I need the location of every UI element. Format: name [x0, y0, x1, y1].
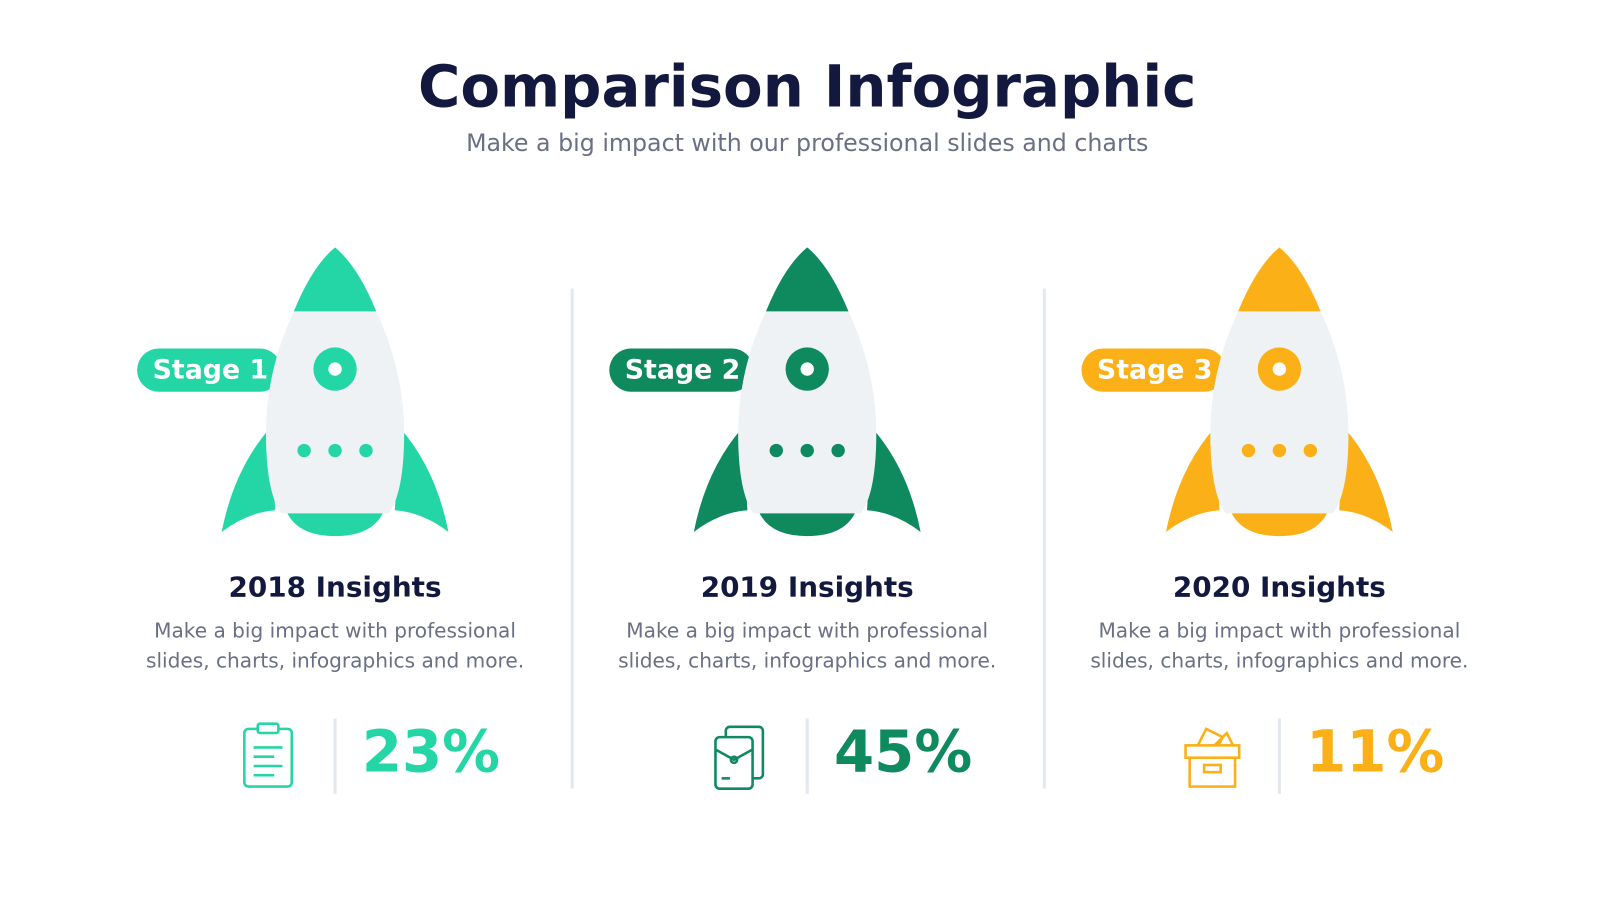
icon-part: [1184, 744, 1241, 760]
stage-icon: [243, 722, 294, 788]
rocket-base: [1229, 509, 1329, 537]
icon-part: [729, 755, 739, 765]
icon-part: [1202, 763, 1222, 774]
stage-tag: [137, 348, 282, 392]
rocket-base: [757, 509, 857, 537]
rocket-dot: [297, 443, 311, 458]
stage-text: slides, charts, infographics and more.: [1090, 648, 1468, 672]
rocket: Stage 3: [1081, 247, 1393, 537]
stage-heading: 2019 Insights: [701, 571, 914, 604]
porthole-center: [800, 362, 814, 376]
stage-text: slides, charts, infographics and more.: [146, 648, 524, 672]
subtitle: Make a big impact with our professional …: [466, 129, 1148, 157]
porthole-center: [1272, 362, 1287, 376]
rocket-fin: [693, 427, 748, 532]
stage-text: Make a big impact with professional: [626, 618, 988, 642]
stage-tag: [609, 348, 754, 392]
stage-tag-label: Stage 2: [625, 355, 741, 386]
porthole-center: [328, 362, 342, 376]
rocket-fin: [867, 427, 921, 532]
stage-text: slides, charts, infographics and more.: [618, 648, 996, 672]
stage-icon: [1184, 727, 1241, 788]
rocket-fin: [1165, 427, 1220, 532]
rocket-dot: [1303, 443, 1318, 458]
stage-value: 23%: [362, 717, 500, 785]
rocket-nose: [1238, 247, 1321, 312]
stage-value: 45%: [834, 717, 972, 785]
stage-heading: 2018 Insights: [229, 571, 442, 604]
rocket-nose: [765, 247, 849, 312]
rocket-fin: [221, 427, 276, 532]
rocket-dot: [1272, 443, 1287, 458]
icon-part: [256, 722, 280, 735]
title: Comparison Infographic: [418, 52, 1196, 120]
stage-text: Make a big impact with professional: [154, 618, 516, 642]
rocket-nose: [293, 247, 377, 312]
stage-tag-label: Stage 1: [153, 355, 269, 386]
rocket-fin: [1339, 427, 1393, 532]
stage-value: 11%: [1306, 717, 1444, 785]
rocket: Stage 1: [137, 247, 449, 537]
stage-text: Make a big impact with professional: [1098, 618, 1460, 642]
rocket-dot: [1241, 443, 1256, 458]
stage-tag: [1081, 348, 1226, 392]
rocket-fin: [394, 427, 449, 532]
rocket-base: [285, 509, 385, 537]
stage-icon: [714, 725, 765, 790]
rocket-dot: [831, 443, 845, 458]
icon-part: [1188, 756, 1237, 788]
rocket-body: [1210, 311, 1349, 514]
rocket-body: [738, 311, 877, 514]
rocket-dot: [359, 443, 373, 458]
icon-part: [1196, 727, 1235, 747]
rocket-dot: [800, 443, 814, 458]
stage-tag-label: Stage 3: [1097, 355, 1213, 386]
icon-part: [714, 748, 754, 762]
rocket-dot: [328, 443, 342, 458]
rocket-body: [265, 311, 405, 514]
rocket-dot: [769, 443, 783, 458]
rocket: Stage 2: [609, 247, 921, 537]
stage-heading: 2020 Insights: [1173, 571, 1386, 604]
